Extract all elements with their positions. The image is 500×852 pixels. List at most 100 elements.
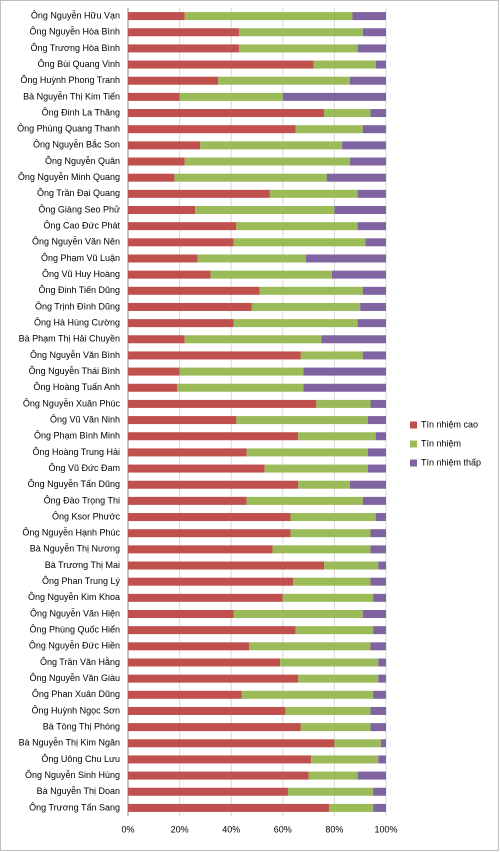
bar-segment: [128, 593, 283, 602]
bar-segment: [174, 173, 327, 182]
bar-segment: [360, 302, 386, 311]
bar-segment: [352, 12, 386, 21]
y-tick-label: Ông Trần Đại Quang: [37, 188, 120, 198]
bar-segment: [326, 173, 386, 182]
bar-segment: [128, 464, 265, 473]
bar-segment: [370, 109, 386, 118]
legend-label: Tín nhiệm: [421, 438, 461, 448]
bar-segment: [233, 610, 363, 618]
bar-segment: [128, 610, 234, 618]
bar-segment: [128, 157, 185, 166]
bar-segment: [128, 577, 294, 586]
bar-segment: [298, 480, 350, 489]
y-tick-label: Ông Phùng Quang Thanh: [17, 124, 120, 134]
bar-segment: [128, 351, 301, 360]
bar-segment: [370, 577, 386, 586]
bar-segment: [128, 270, 211, 279]
y-tick-label: Ông Nguyễn Quân: [45, 156, 120, 166]
y-tick-label: Ông Uông Chu Lưu: [41, 754, 120, 764]
bar-segment: [331, 270, 386, 279]
bar-segment: [290, 513, 376, 522]
bar-segment: [246, 448, 368, 457]
bar-segment: [357, 222, 386, 231]
x-tick-label: 80%: [325, 824, 343, 834]
bar-segment: [375, 60, 386, 69]
bar-segment: [298, 674, 379, 683]
bar-segment: [373, 787, 386, 796]
y-tick-label: Ông Đinh La Thăng: [42, 107, 120, 117]
bar-segment: [128, 642, 250, 651]
bar-segment: [128, 60, 314, 69]
bar-segment: [298, 432, 376, 441]
bar-segment: [362, 125, 386, 134]
bar-segment: [329, 803, 374, 812]
bar-segment: [128, 674, 299, 683]
bar-segment: [316, 399, 371, 408]
bar-segment: [128, 513, 291, 522]
bar-segment: [128, 302, 252, 311]
x-tick-label: 0%: [121, 824, 134, 834]
bar-segment: [303, 383, 386, 392]
bar-segment: [370, 642, 386, 651]
bar-segment: [295, 626, 374, 635]
bar-segment: [264, 464, 368, 473]
bar-segment: [128, 658, 281, 667]
bar-segment: [280, 658, 379, 667]
bar-segment: [128, 189, 270, 198]
bar-segment: [128, 529, 291, 538]
y-tick-label: Ông Phạm Vũ Luận: [41, 253, 120, 263]
bar-segment: [128, 28, 239, 37]
bar-segment: [251, 302, 361, 311]
y-tick-label: Ông Vũ Huy Hoàng: [42, 269, 120, 279]
bar-segment: [128, 626, 296, 635]
bar-segment: [269, 189, 358, 198]
y-tick-label: Ông Trương Tấn Sang: [29, 802, 120, 812]
bar-segment: [128, 335, 185, 344]
y-tick-label: Ông Nguyễn Hòa Bình: [29, 27, 120, 37]
bar-segment: [295, 125, 363, 134]
bar-segment: [128, 723, 301, 732]
bar-segment: [370, 545, 386, 554]
bar-segment: [233, 319, 358, 328]
x-tick-label: 20%: [171, 824, 189, 834]
bar-segment: [241, 690, 374, 699]
bar-segment: [128, 545, 273, 554]
bar-segment: [342, 141, 386, 150]
bar-segment: [128, 92, 180, 101]
legend-swatch: [410, 459, 417, 467]
bar-segment: [375, 513, 386, 522]
bar-segment: [373, 593, 386, 602]
y-tick-label: Ông Hà Hùng Cường: [34, 317, 120, 327]
legend-label: Tín nhiệm thấp: [421, 457, 481, 467]
y-tick-label: Ông Nguyễn Văn Nên: [32, 237, 120, 247]
bar-segment: [300, 723, 371, 732]
bar-segment: [128, 399, 317, 408]
bar-segment: [184, 335, 322, 344]
y-tick-label: Bà Trương Thị Mai: [45, 560, 120, 570]
bar-segment: [128, 109, 325, 118]
bar-segment: [128, 432, 299, 441]
bar-segment: [238, 44, 358, 53]
bar-segment: [290, 529, 371, 538]
bar-segment: [128, 803, 330, 812]
bar-segment: [272, 545, 371, 554]
bar-segment: [128, 238, 234, 247]
y-tick-label: Ông Huỳnh Phong Tranh: [20, 75, 120, 85]
y-tick-label: Ông Nguyễn Văn Bình: [30, 350, 120, 360]
bar-segment: [128, 755, 312, 764]
bar-segment: [210, 270, 332, 279]
bar-segment: [362, 28, 386, 37]
bar-segment: [367, 464, 386, 473]
bar-segment: [334, 206, 386, 214]
bar-segment: [128, 706, 286, 715]
bar-segment: [357, 189, 386, 198]
y-tick-label: Ông Vũ Đức Đam: [48, 463, 120, 473]
bar-segment: [128, 12, 185, 21]
bar-segment: [128, 367, 180, 376]
bar-segment: [282, 92, 386, 101]
y-tick-label: Ông Nguyễn Hạnh Phúc: [22, 528, 120, 538]
bar-segment: [373, 626, 386, 635]
bar-segment: [367, 416, 386, 425]
y-tick-label: Ông Nguyễn Kim Khoa: [28, 592, 120, 602]
bar-segment: [128, 771, 309, 780]
